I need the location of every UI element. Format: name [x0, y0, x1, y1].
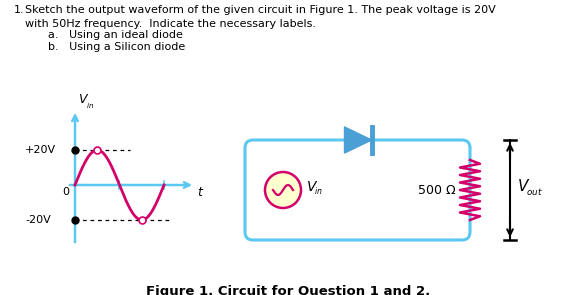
Text: 500 Ω: 500 Ω: [418, 183, 456, 196]
Text: $t$: $t$: [197, 186, 204, 199]
Text: Figure 1. Circuit for Question 1 and 2.: Figure 1. Circuit for Question 1 and 2.: [146, 285, 430, 295]
Text: $_{out}$: $_{out}$: [526, 186, 543, 199]
Text: -20V: -20V: [25, 215, 51, 225]
Text: $_{in}$: $_{in}$: [314, 186, 323, 198]
Text: 0: 0: [62, 187, 69, 197]
Text: b.   Using a Silicon diode: b. Using a Silicon diode: [48, 42, 185, 52]
Text: $_{in}$: $_{in}$: [86, 101, 94, 111]
Text: $V$: $V$: [78, 93, 89, 106]
Text: $V$: $V$: [517, 178, 530, 194]
Text: $V$: $V$: [306, 180, 319, 194]
Circle shape: [265, 172, 301, 208]
Text: +20V: +20V: [25, 145, 56, 155]
Text: a.   Using an ideal diode: a. Using an ideal diode: [48, 30, 183, 40]
Polygon shape: [344, 127, 372, 153]
Text: Sketch the output waveform of the given circuit in Figure 1. The peak voltage is: Sketch the output waveform of the given …: [25, 5, 496, 29]
Text: 1.: 1.: [14, 5, 25, 15]
